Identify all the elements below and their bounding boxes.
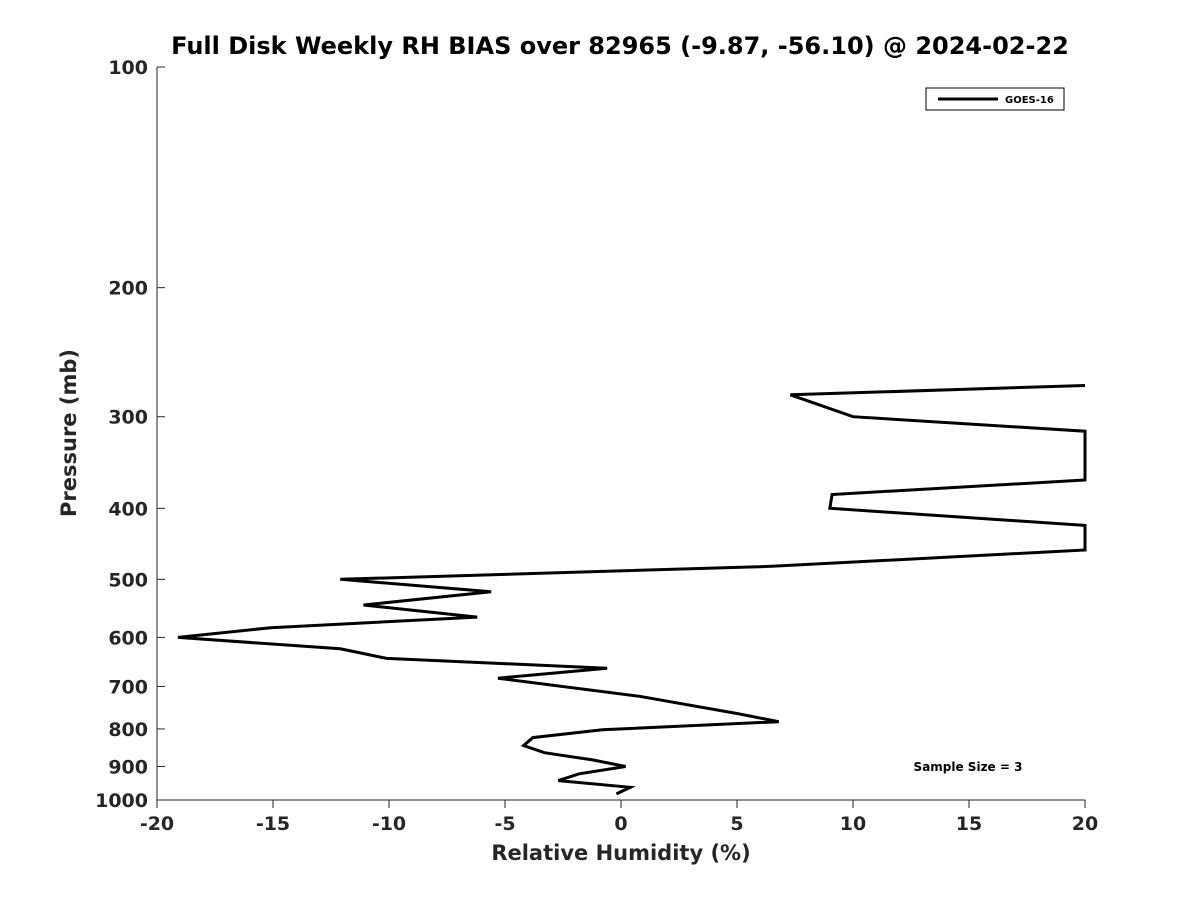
y-tick-label: 1000 — [95, 790, 148, 812]
x-tick-label: 5 — [730, 813, 743, 835]
legend: GOES-16 — [925, 87, 1065, 111]
x-tick-label: -20 — [140, 813, 174, 835]
y-tick-label: 100 — [108, 57, 148, 79]
y-tick-label: 700 — [108, 676, 148, 698]
y-axis: 100 200 300 400 500 600 700 800 900 1000 — [95, 57, 165, 812]
x-axis-label: Relative Humidity (%) — [491, 841, 750, 865]
x-axis: -20 -15 -10 -5 0 5 10 15 20 — [140, 799, 1098, 835]
y-tick-label: 900 — [108, 756, 148, 778]
x-tick-label: 15 — [956, 813, 982, 835]
chart-title: Full Disk Weekly RH BIAS over 82965 (-9.… — [171, 32, 1069, 60]
x-tick-label: 20 — [1072, 813, 1098, 835]
x-tick-label: -5 — [494, 813, 515, 835]
series-layer — [177, 384, 1087, 796]
x-tick-label: 0 — [614, 813, 627, 835]
y-tick-label: 400 — [108, 498, 148, 520]
x-tick-label: -15 — [256, 813, 290, 835]
x-tick-label: -10 — [372, 813, 406, 835]
y-tick-label: 500 — [108, 569, 148, 591]
series-line-goes-16 — [177, 384, 1087, 796]
sample-size-annotation: Sample Size = 3 — [914, 760, 1023, 774]
y-tick-label: 300 — [108, 407, 148, 429]
y-tick-label: 600 — [108, 627, 148, 649]
y-tick-label: 800 — [108, 719, 148, 741]
plot-area — [157, 67, 1085, 800]
y-axis-label: Pressure (mb) — [57, 349, 81, 517]
legend-label-goes-16: GOES-16 — [1005, 95, 1054, 106]
x-tick-label: 10 — [840, 813, 866, 835]
y-tick-label: 200 — [108, 278, 148, 300]
